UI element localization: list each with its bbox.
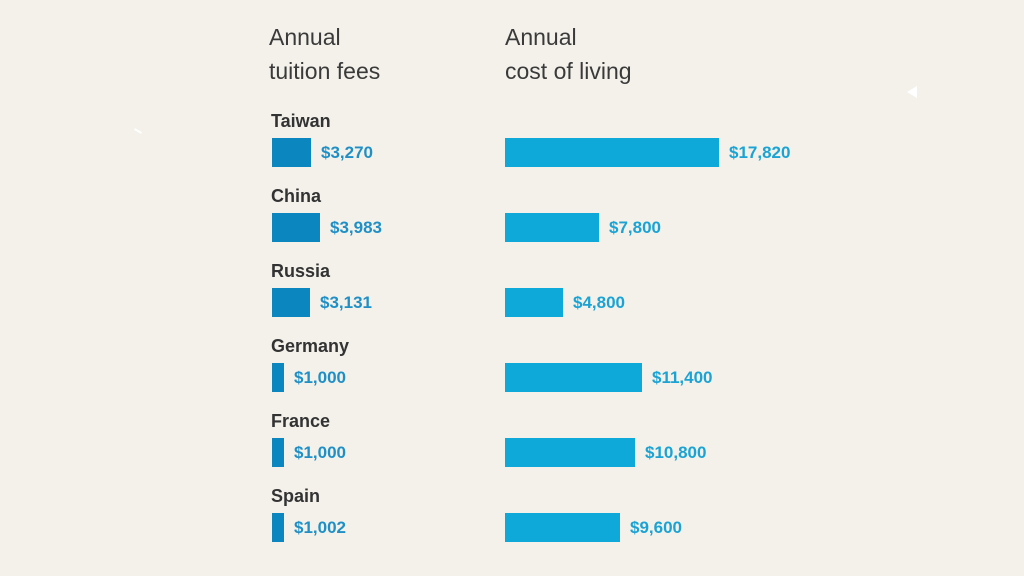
tuition-bar bbox=[272, 213, 320, 242]
living-cost-bar bbox=[505, 438, 635, 467]
decorative-speck bbox=[907, 86, 917, 98]
country-label: Germany bbox=[271, 336, 350, 356]
living-cost-value-label: $4,800 bbox=[573, 293, 625, 312]
living-cost-value-label: $11,400 bbox=[652, 368, 713, 387]
tuition-value-label: $3,270 bbox=[321, 143, 373, 162]
living-cost-bar bbox=[505, 288, 563, 317]
tuition-value-label: $1,002 bbox=[294, 518, 346, 537]
tuition-bar bbox=[272, 288, 310, 317]
tuition-bar bbox=[272, 513, 284, 542]
living-cost-value-label: $7,800 bbox=[609, 218, 661, 237]
tuition-value-label: $1,000 bbox=[294, 443, 346, 462]
living-column-header: Annual cost of living bbox=[505, 24, 632, 84]
country-label: France bbox=[271, 411, 331, 431]
tuition-bar bbox=[272, 138, 311, 167]
tuition-value-label: $3,131 bbox=[320, 293, 372, 312]
country-label: Taiwan bbox=[271, 111, 331, 131]
country-label: Russia bbox=[271, 261, 331, 281]
living-cost-value-label: $9,600 bbox=[630, 518, 682, 537]
living-cost-bar bbox=[505, 213, 599, 242]
tuition-column-header: Annual tuition fees bbox=[269, 24, 381, 84]
living-cost-value-label: $10,800 bbox=[645, 443, 707, 462]
tuition-bar bbox=[272, 363, 284, 392]
decorative-speck bbox=[134, 128, 142, 134]
living-cost-bar bbox=[505, 363, 642, 392]
living-cost-bar bbox=[505, 138, 719, 167]
living-cost-bar bbox=[505, 513, 620, 542]
tuition-bar bbox=[272, 438, 284, 467]
country-label: Spain bbox=[271, 486, 321, 506]
country-label: China bbox=[271, 186, 322, 206]
living-cost-value-label: $17,820 bbox=[729, 143, 791, 162]
tuition-value-label: $3,983 bbox=[330, 218, 382, 237]
tuition-value-label: $1,000 bbox=[294, 368, 346, 387]
